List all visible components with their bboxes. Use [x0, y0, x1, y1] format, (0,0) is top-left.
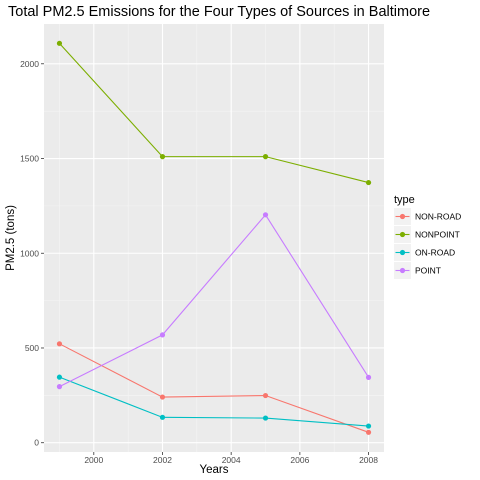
y-axis-title: PM2.5 (tons)	[5, 205, 17, 271]
series-lines	[59, 42, 370, 433]
data-point-on-road	[159, 414, 166, 420]
series-line-non-road	[59, 343, 369, 433]
data-point-on-road	[262, 415, 269, 421]
x-tick-label: 2002	[153, 455, 172, 465]
major-gridlines	[44, 24, 384, 452]
x-tick-label: 2006	[290, 455, 309, 465]
data-point-nonpoint	[365, 179, 372, 186]
data-point-nonpoint	[56, 40, 63, 46]
x-tick-label: 2008	[359, 455, 378, 465]
legend-key-point-non-road	[399, 213, 406, 220]
series-line-on-road	[59, 376, 369, 427]
legend-title: type	[394, 194, 415, 206]
legend: type NON-ROAD NONPOINT ON-ROAD POINT	[394, 194, 461, 279]
x-tick-label: 2004	[222, 455, 241, 465]
data-point-point	[262, 212, 269, 218]
y-tick-label: 0	[34, 438, 39, 448]
y-tick-label: 1500	[20, 154, 39, 164]
chart-title: Total PM2.5 Emissions for the Four Types…	[8, 4, 430, 20]
legend-label-nonpoint: NONPOINT	[415, 230, 460, 240]
legend-label-non-road: NON-ROAD	[415, 212, 461, 222]
y-tick-label: 1000	[20, 248, 39, 258]
legend-key-point-point	[399, 267, 406, 274]
legend-label-on-road: ON-ROAD	[415, 248, 455, 258]
data-point-non-road	[56, 341, 63, 347]
legend-key-point-on-road	[399, 249, 406, 256]
x-axis-ticks: 2000 2002 2004 2006 2008	[84, 452, 378, 465]
data-point-point	[159, 332, 166, 338]
data-point-point	[56, 384, 63, 390]
series-line-nonpoint	[59, 42, 369, 184]
y-tick-label: 2000	[20, 59, 39, 69]
data-point-non-road	[159, 394, 166, 400]
data-point-non-road	[365, 429, 372, 435]
series-line-point	[59, 213, 370, 388]
data-point-point	[365, 374, 372, 380]
series-points	[56, 40, 372, 435]
data-point-nonpoint	[159, 154, 166, 160]
y-axis-ticks: 0 500 1000 1500 2000	[20, 59, 44, 448]
y-tick-label: 500	[25, 343, 39, 353]
legend-key-point-nonpoint	[399, 231, 406, 238]
data-point-on-road	[365, 423, 372, 429]
data-point-non-road	[262, 392, 269, 399]
x-axis-title: Years	[200, 464, 229, 476]
data-point-on-road	[56, 374, 63, 380]
legend-label-point: POINT	[415, 266, 441, 276]
plot-panel	[44, 24, 384, 452]
minor-gridlines	[44, 24, 384, 452]
data-point-nonpoint	[262, 154, 269, 160]
x-tick-label: 2000	[84, 455, 103, 465]
